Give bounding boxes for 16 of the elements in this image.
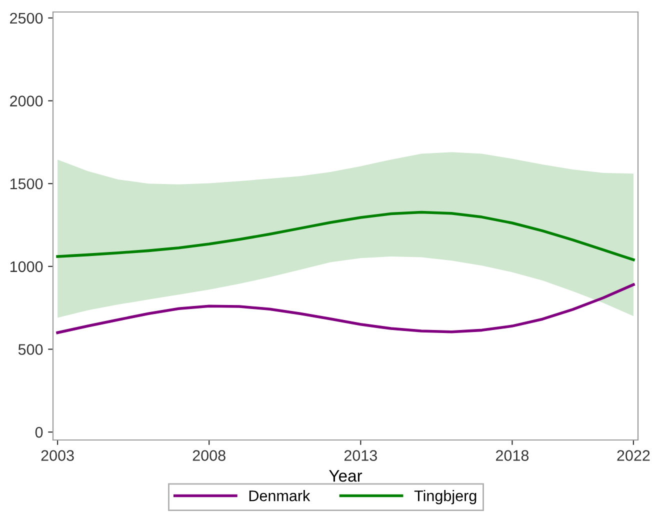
x-tick-label: 2008 bbox=[192, 450, 226, 461]
y-tick-label: 1500 bbox=[10, 178, 43, 190]
legend-label: Denmark bbox=[249, 490, 310, 502]
line-series bbox=[56, 210, 635, 262]
y-tick-label: 2500 bbox=[10, 12, 43, 24]
x-tick-label: 2018 bbox=[496, 450, 529, 461]
y-tick-label: 0 bbox=[35, 426, 43, 438]
x-tick-label: 2022 bbox=[617, 450, 650, 461]
y-tick-label: 1000 bbox=[10, 261, 43, 272]
x-axis-title: Year bbox=[329, 470, 362, 482]
y-tick-label: 2000 bbox=[10, 96, 43, 106]
legend-label: Tingbjerg bbox=[414, 490, 476, 504]
x-tick-label: 2003 bbox=[41, 450, 74, 461]
line-series bbox=[56, 283, 635, 334]
x-tick-label: 2013 bbox=[344, 450, 377, 461]
y-tick-label: 500 bbox=[18, 344, 43, 355]
